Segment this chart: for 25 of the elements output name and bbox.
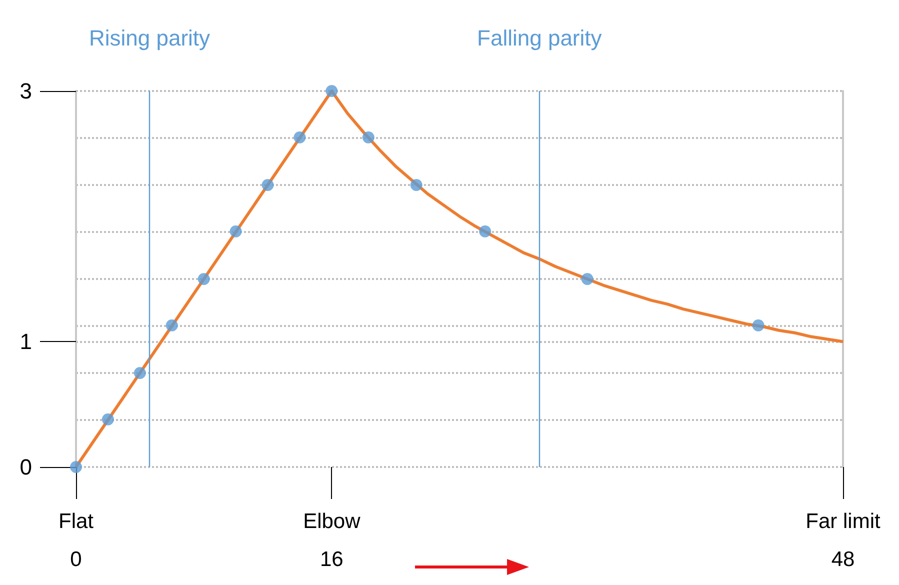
- annotation: Elbow: [303, 510, 362, 533]
- point: [166, 319, 178, 332]
- point: [198, 273, 210, 285]
- x-tick-label: 16: [320, 548, 344, 571]
- x-tick-label: 0: [70, 548, 82, 571]
- point: [581, 273, 594, 285]
- ref-line-label: Rising parity: [88, 26, 210, 50]
- point: [70, 461, 82, 473]
- y-tick-label: 0: [20, 454, 32, 480]
- point: [230, 225, 242, 238]
- point: [102, 413, 114, 426]
- y-tick-label: 1: [20, 329, 32, 354]
- point: [134, 367, 146, 379]
- point: [752, 319, 764, 332]
- point: [479, 225, 492, 238]
- ref-line-label: Falling parity: [477, 26, 602, 50]
- point: [262, 179, 274, 191]
- x-tick-label: 48: [831, 548, 855, 571]
- annotation: Flat: [58, 510, 94, 533]
- point: [410, 179, 422, 191]
- point: [362, 131, 374, 144]
- annotation: Far limit: [806, 510, 880, 533]
- point: [326, 85, 338, 97]
- point: [294, 131, 306, 144]
- y-tick-label: 3: [20, 78, 32, 104]
